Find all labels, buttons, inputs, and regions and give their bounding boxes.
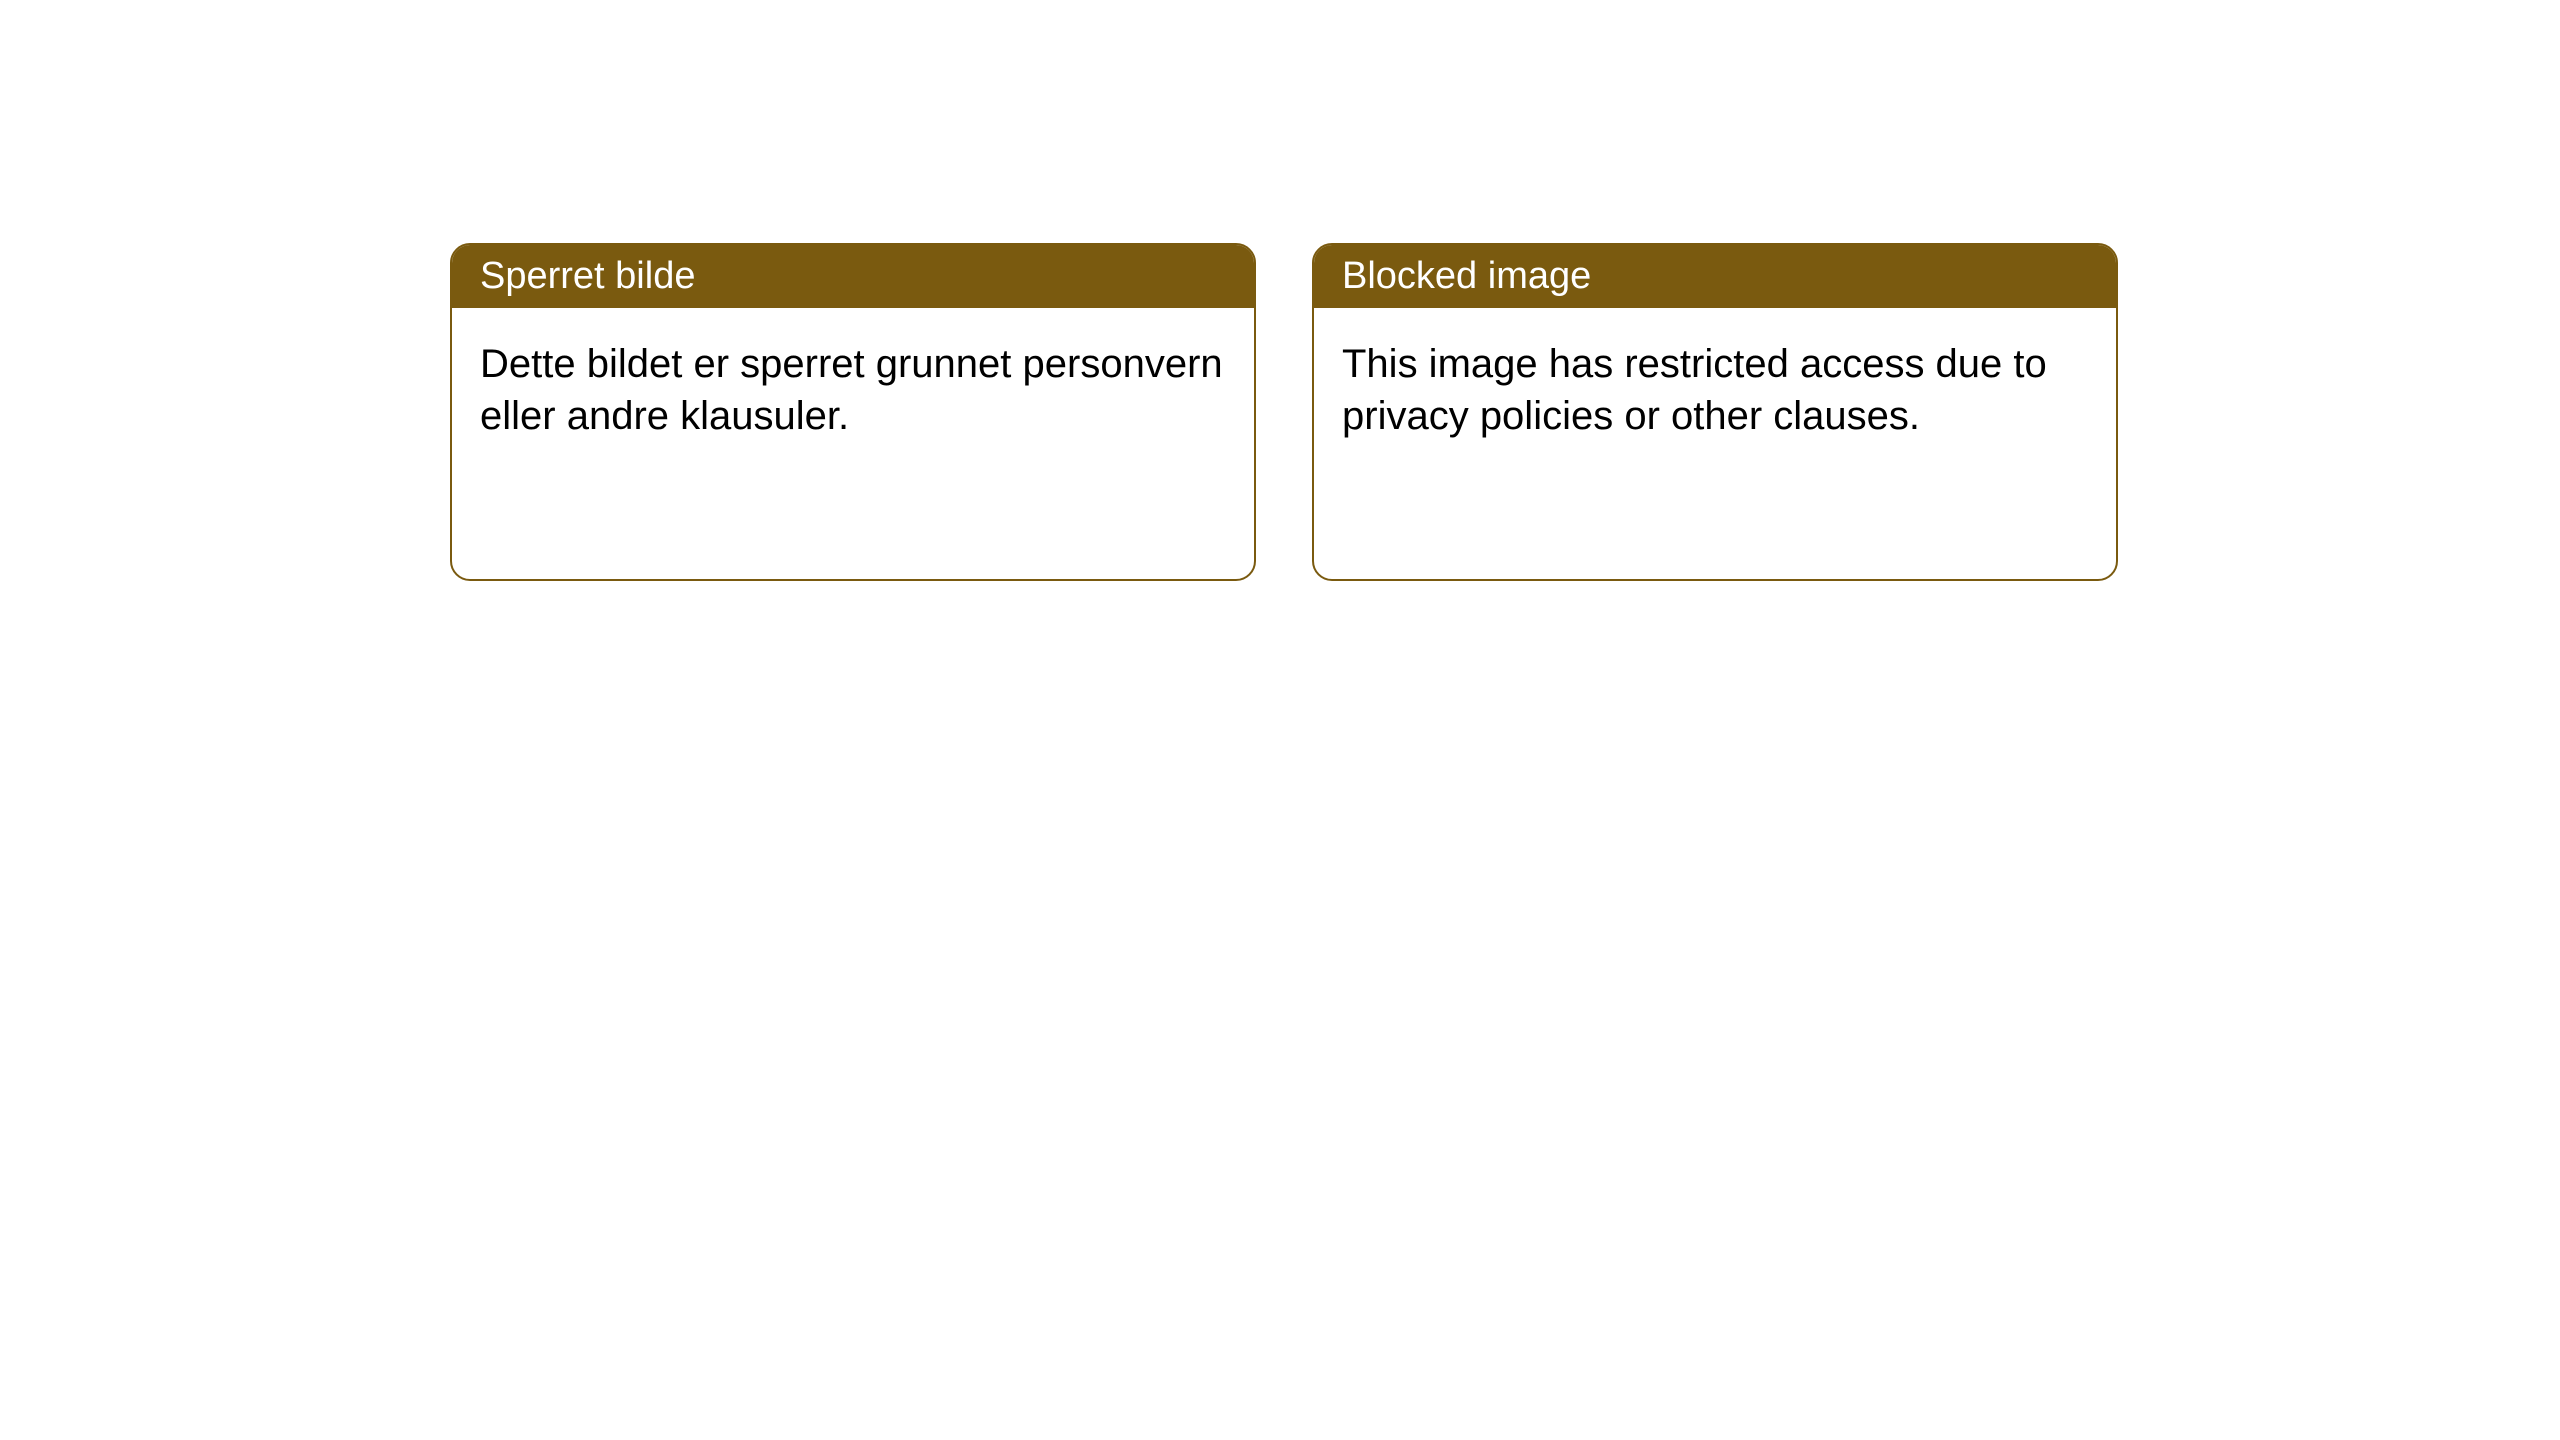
notice-card-english: Blocked image This image has restricted … bbox=[1312, 243, 2118, 581]
notice-body-english: This image has restricted access due to … bbox=[1314, 308, 2116, 472]
notice-header-norwegian: Sperret bilde bbox=[452, 245, 1254, 308]
notice-card-norwegian: Sperret bilde Dette bildet er sperret gr… bbox=[450, 243, 1256, 581]
notice-body-norwegian: Dette bildet er sperret grunnet personve… bbox=[452, 308, 1254, 472]
notice-header-english: Blocked image bbox=[1314, 245, 2116, 308]
notice-container: Sperret bilde Dette bildet er sperret gr… bbox=[450, 243, 2118, 581]
